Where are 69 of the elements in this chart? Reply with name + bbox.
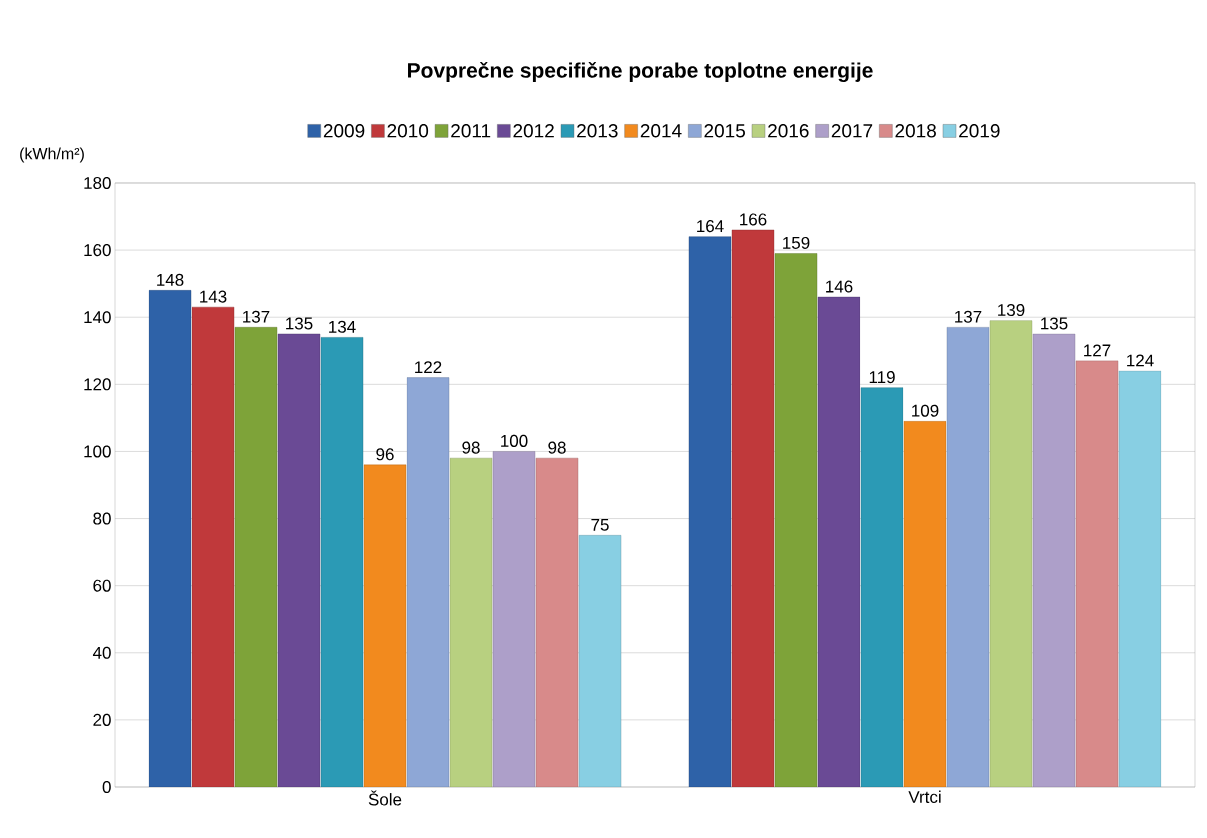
legend-label: 2015 (704, 124, 745, 138)
y-tick-label: 100 (84, 445, 111, 458)
data-label: 96 (376, 448, 394, 461)
bar (320, 337, 364, 787)
x-tick-label: Šole (368, 790, 402, 806)
data-label: 100 (501, 434, 528, 447)
data-label: 122 (415, 361, 442, 374)
y-tick-label: 80 (93, 512, 111, 525)
legend-label: 2012 (513, 124, 554, 138)
data-label: 98 (548, 441, 566, 454)
data-label: 75 (591, 518, 609, 531)
data-label: 166 (740, 213, 767, 226)
y-tick-label: 120 (84, 378, 111, 391)
bar (277, 333, 321, 787)
data-label: 119 (869, 371, 895, 384)
bar (946, 327, 990, 787)
legend-label: 2018 (895, 124, 936, 138)
bar (1032, 333, 1076, 787)
y-tick-label: 40 (92, 646, 111, 659)
legend-label: 2011 (451, 124, 491, 138)
y-tick-label: 60 (93, 579, 111, 592)
legend-label: 2014 (640, 124, 682, 138)
y-tick-label: 160 (84, 244, 111, 257)
bar (1075, 360, 1119, 787)
bar (817, 296, 861, 787)
data-label: 137 (243, 310, 270, 323)
legend-label: 2009 (323, 124, 365, 138)
data-label: 139 (998, 304, 1025, 317)
data-label: 135 (1041, 317, 1068, 330)
bar (492, 451, 536, 787)
chart-title: Povprečne specifične porabe toplotne energije (408, 61, 873, 83)
y-tick-label: 140 (84, 311, 111, 324)
bar (449, 457, 493, 787)
bar (578, 535, 622, 787)
legend-label: 2017 (831, 124, 873, 138)
bar (406, 377, 450, 787)
bar (535, 457, 579, 787)
data-label: 98 (462, 441, 480, 454)
bar (234, 327, 278, 787)
x-tick-label: Vrtci (908, 790, 941, 804)
data-label: 109 (912, 404, 939, 417)
data-label: 137 (955, 310, 982, 323)
data-label: 159 (783, 236, 810, 249)
bar (148, 290, 192, 787)
data-label: 135 (286, 317, 313, 330)
y-tick-label: 0 (102, 780, 111, 794)
legend-label: 2019 (959, 124, 1000, 138)
y-tick-label: 20 (93, 713, 111, 726)
y-axis-title: (kWh/m²) (20, 147, 84, 163)
bar (731, 229, 775, 787)
bar (363, 464, 407, 787)
data-label: 127 (1084, 344, 1111, 357)
bar (989, 320, 1033, 787)
data-label: 143 (200, 290, 227, 303)
bar (774, 253, 818, 787)
bar (1118, 370, 1162, 787)
legend-label: 2013 (577, 124, 618, 138)
bar (860, 387, 904, 787)
y-tick-label: 180 (84, 176, 111, 190)
bar (903, 421, 947, 787)
data-label: 164 (697, 220, 724, 233)
data-label: 148 (157, 273, 184, 286)
legend-label: 2016 (768, 124, 809, 138)
data-label: 134 (329, 320, 356, 333)
data-label: 124 (1127, 354, 1154, 367)
bar (688, 236, 732, 787)
legend-label: 2010 (387, 124, 429, 138)
bar (191, 306, 235, 787)
data-label: 146 (826, 280, 853, 293)
